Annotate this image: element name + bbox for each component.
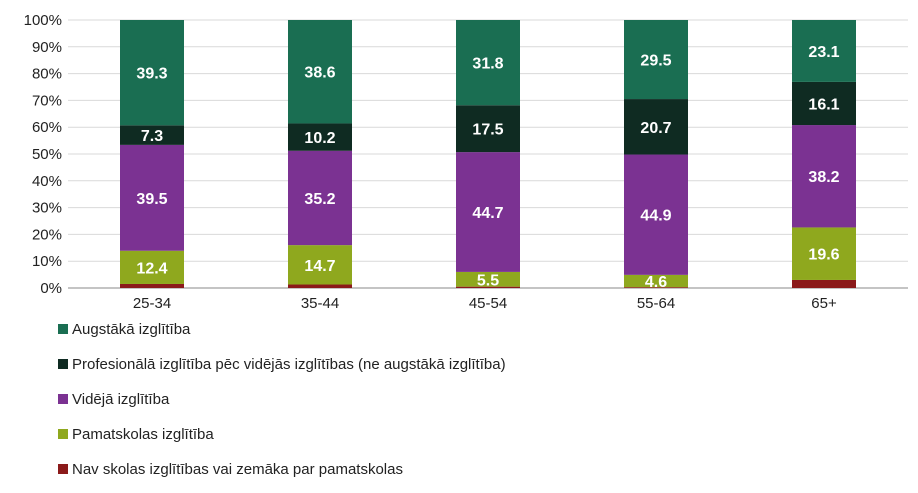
legend: Augstākā izglītība Profesionālā izglītība… [58, 318, 908, 493]
data-label: 31.8 [472, 56, 503, 73]
bar-segment [792, 125, 856, 228]
data-label: 35.2 [304, 191, 335, 208]
x-tick-label: 65+ [811, 295, 837, 310]
bar-segment [624, 20, 688, 100]
bar-segment [288, 245, 352, 285]
bar-segment [288, 123, 352, 151]
bar-segment [288, 150, 352, 246]
legend-label: Pamatskolas izglītība [72, 425, 214, 443]
data-label: 17.5 [472, 122, 503, 139]
bar-segment [624, 99, 688, 155]
bar-segment [792, 279, 856, 288]
y-tick-label: 90% [32, 39, 62, 56]
legend-swatch [58, 359, 68, 369]
bar-segment [624, 287, 688, 288]
legend-item: Vidējā izglītība [58, 388, 908, 410]
data-label: 16.1 [808, 96, 839, 113]
legend-item: Augstākā izglītība [58, 318, 908, 340]
bar-segment [624, 154, 688, 275]
y-tick-label: 100% [24, 12, 62, 29]
x-tick-label: 45-54 [469, 295, 507, 310]
bar-segment [792, 20, 856, 82]
data-label: 10.2 [304, 130, 335, 147]
x-tick-label: 35-44 [301, 295, 339, 310]
stacked-bar-chart: 0% 10% 20% 30% 40% 50% 60% 70% 80% 90% 100% 12.4 39.… [24, 12, 908, 310]
y-tick-label: 50% [32, 146, 62, 163]
data-label: 19.6 [808, 247, 839, 264]
bar-segment [456, 271, 520, 287]
data-label: 12.4 [136, 260, 167, 277]
data-label: 14.7 [304, 258, 335, 275]
y-tick-label: 40% [32, 173, 62, 190]
bar-segment [120, 125, 184, 145]
bar-segment [120, 144, 184, 251]
data-label: 29.5 [640, 53, 671, 70]
y-tick-label: 20% [32, 226, 62, 243]
data-label: 20.7 [640, 120, 671, 137]
data-label: 39.3 [136, 66, 167, 83]
data-label: 23.1 [808, 44, 839, 61]
bar-segment [120, 20, 184, 126]
legend-swatch [58, 324, 68, 334]
data-label: 44.7 [472, 205, 503, 222]
bar-segment [624, 274, 688, 288]
data-label: 4.6 [645, 274, 667, 291]
bar-segment [120, 283, 184, 288]
y-tick-label: 80% [32, 66, 62, 83]
bar-segment [288, 284, 352, 288]
legend-item: Pamatskolas izglītība [58, 423, 908, 445]
legend-label: Vidējā izglītība [72, 390, 170, 408]
legend-swatch [58, 464, 68, 474]
bar-segment [456, 286, 520, 288]
x-tick-label: 55-64 [637, 295, 675, 310]
y-tick-label: 0% [40, 280, 62, 297]
legend-swatch [58, 394, 68, 404]
bar-segment [456, 105, 520, 153]
bar-segment [792, 81, 856, 126]
data-label: 5.5 [477, 272, 499, 289]
legend-label: Profesionālā izglītība pēc vidējās izglī… [72, 355, 506, 373]
legend-item: Profesionālā izglītība pēc vidējās izglī… [58, 353, 908, 375]
data-label: 38.2 [808, 169, 839, 186]
data-label: 44.9 [640, 208, 671, 225]
data-label: 7.3 [141, 128, 163, 145]
bar-segment [120, 250, 184, 284]
y-tick-label: 70% [32, 92, 62, 109]
x-tick-label: 25-34 [133, 295, 171, 310]
legend-swatch [58, 429, 68, 439]
bar-segment [288, 20, 352, 124]
y-tick-label: 10% [32, 253, 62, 270]
bar-segment [456, 152, 520, 272]
legend-item: Nav skolas izglītības vai zemāka par pam… [58, 458, 908, 480]
y-tick-label: 60% [32, 119, 62, 136]
bar-segment [792, 227, 856, 280]
legend-label: Augstākā izglītība [72, 320, 191, 338]
bar-segment [456, 20, 520, 106]
data-label: 38.6 [304, 65, 335, 82]
legend-label: Nav skolas izglītības vai zemāka par pam… [72, 460, 403, 478]
y-tick-label: 30% [32, 200, 62, 217]
data-label: 39.5 [136, 191, 167, 208]
